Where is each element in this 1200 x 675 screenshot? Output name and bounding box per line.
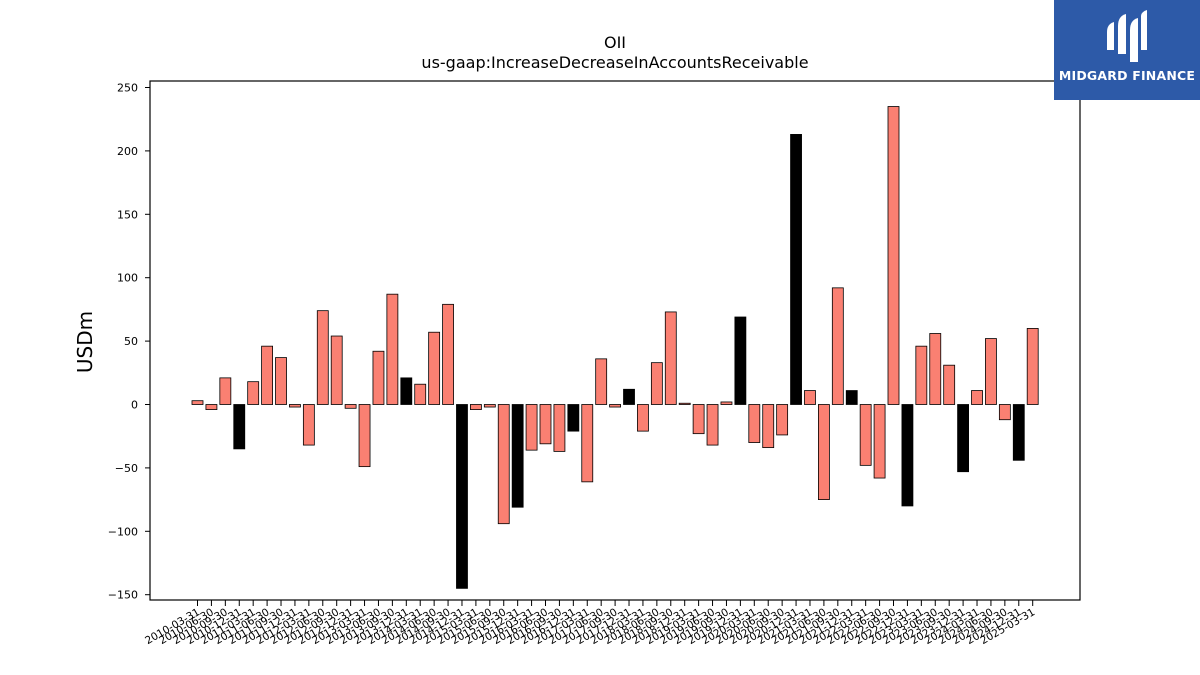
bar bbox=[1012, 404, 1025, 461]
bar bbox=[289, 404, 301, 408]
bar bbox=[442, 303, 454, 405]
bar bbox=[678, 402, 691, 405]
bar bbox=[511, 404, 524, 508]
bar bbox=[567, 404, 580, 432]
bar bbox=[971, 390, 983, 405]
x-axis-ticks: 2010-03-312010-06-302010-09-302010-12-31… bbox=[143, 600, 1037, 647]
y-tick-label: 150 bbox=[117, 208, 138, 221]
y-tick-label: 200 bbox=[117, 145, 138, 158]
chart-subtitle: us-gaap:IncreaseDecreaseInAccountsReceiv… bbox=[421, 53, 808, 72]
bar bbox=[845, 390, 858, 405]
brand-logo: MIDGARD FINANCE bbox=[1054, 0, 1200, 100]
bar bbox=[706, 404, 719, 446]
bar bbox=[873, 404, 886, 479]
bar bbox=[456, 404, 468, 589]
bar bbox=[469, 404, 482, 410]
chart-title: OII bbox=[604, 33, 626, 52]
bar bbox=[358, 404, 371, 468]
bar bbox=[790, 134, 802, 405]
bar bbox=[553, 404, 566, 452]
bar bbox=[483, 404, 496, 408]
bar bbox=[998, 404, 1011, 421]
bar bbox=[344, 404, 357, 409]
bar bbox=[915, 345, 928, 405]
y-tick-label: −50 bbox=[115, 462, 138, 475]
bar bbox=[247, 381, 260, 405]
y-tick-label: 0 bbox=[131, 399, 138, 412]
bar bbox=[818, 404, 830, 500]
bar bbox=[887, 106, 900, 405]
midgard-logo-icon bbox=[1107, 10, 1147, 62]
bar bbox=[525, 404, 538, 451]
bar bbox=[595, 358, 608, 405]
bar bbox=[386, 293, 399, 405]
bar bbox=[233, 404, 246, 450]
y-axis-ticks: −150 −100 −50 0 50 100 150 200 250 bbox=[108, 82, 150, 602]
bar bbox=[748, 404, 761, 443]
bar bbox=[275, 357, 287, 405]
bar bbox=[985, 338, 997, 405]
bar bbox=[302, 404, 315, 446]
bar bbox=[859, 404, 872, 466]
bar bbox=[720, 401, 733, 405]
bar bbox=[943, 364, 956, 405]
bar bbox=[428, 331, 441, 405]
y-tick-label: −100 bbox=[108, 525, 138, 538]
bar bbox=[497, 404, 510, 525]
bar bbox=[261, 345, 274, 405]
bar bbox=[901, 404, 914, 507]
bar bbox=[219, 377, 232, 405]
bar bbox=[637, 404, 649, 432]
bar bbox=[929, 333, 942, 405]
bar bbox=[664, 311, 677, 405]
bar bbox=[372, 350, 385, 405]
bar bbox=[804, 390, 816, 405]
bar bbox=[316, 310, 329, 405]
bar-series bbox=[191, 106, 1039, 589]
bar bbox=[776, 404, 789, 436]
y-tick-label: −150 bbox=[108, 589, 138, 602]
bar bbox=[609, 404, 621, 408]
y-tick-label: 50 bbox=[124, 335, 138, 348]
bar bbox=[414, 383, 427, 405]
y-axis-label: USDm bbox=[73, 311, 97, 373]
bar bbox=[1026, 328, 1039, 405]
bar bbox=[191, 400, 204, 405]
bar bbox=[539, 404, 552, 445]
bar bbox=[205, 404, 218, 410]
bar bbox=[330, 335, 343, 405]
brand-name: MIDGARD FINANCE bbox=[1058, 68, 1196, 83]
y-tick-label: 250 bbox=[117, 82, 138, 95]
bar bbox=[650, 362, 663, 405]
bar bbox=[762, 404, 775, 449]
bar bbox=[692, 404, 705, 435]
bar bbox=[957, 404, 969, 473]
y-tick-label: 100 bbox=[117, 272, 138, 285]
bar bbox=[400, 377, 413, 405]
bar bbox=[623, 388, 635, 405]
bar bbox=[581, 404, 594, 483]
bar bbox=[831, 287, 844, 405]
bar bbox=[734, 316, 747, 405]
plot-frame bbox=[149, 80, 1081, 601]
